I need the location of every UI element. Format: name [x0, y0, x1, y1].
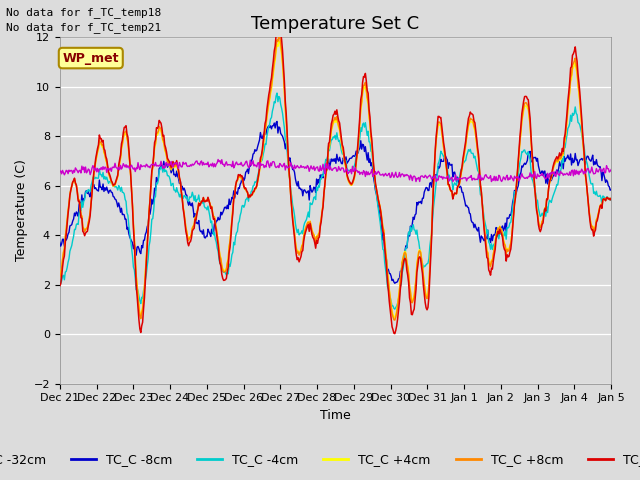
Text: No data for f_TC_temp21: No data for f_TC_temp21: [6, 22, 162, 33]
X-axis label: Time: Time: [320, 409, 351, 422]
Y-axis label: Temperature (C): Temperature (C): [15, 159, 28, 262]
Text: WP_met: WP_met: [63, 51, 119, 65]
Title: Temperature Set C: Temperature Set C: [252, 15, 419, 33]
Legend: TC_C -32cm, TC_C -8cm, TC_C -4cm, TC_C +4cm, TC_C +8cm, TC_C +12cm: TC_C -32cm, TC_C -8cm, TC_C -4cm, TC_C +…: [0, 448, 640, 471]
Text: No data for f_TC_temp18: No data for f_TC_temp18: [6, 7, 162, 18]
